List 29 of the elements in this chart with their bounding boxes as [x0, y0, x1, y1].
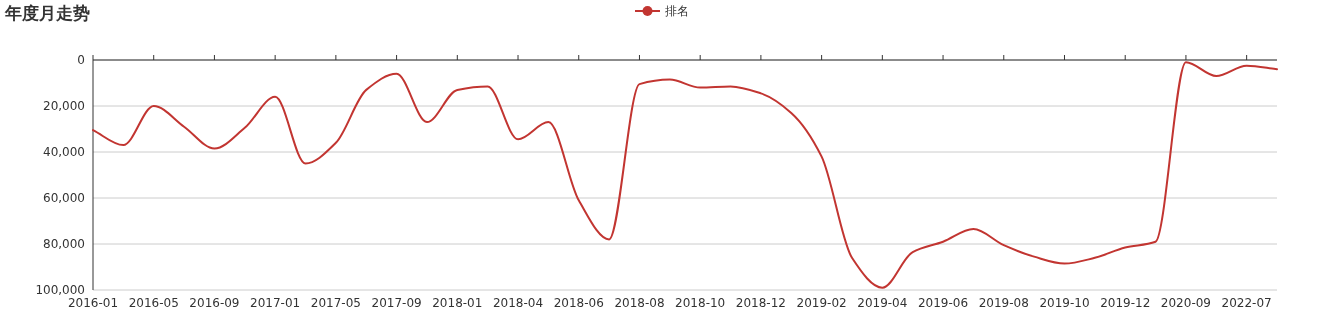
x-tick-label: 2017-01 [250, 296, 301, 310]
x-tick-label: 2018-08 [614, 296, 665, 310]
x-tick-label: 2019-10 [1039, 296, 1090, 310]
y-tick-label: 20,000 [43, 99, 85, 113]
y-tick-label: 80,000 [43, 237, 85, 251]
x-tick-label: 2017-09 [371, 296, 422, 310]
x-tick-label: 2019-02 [796, 296, 847, 310]
x-tick-label: 2019-12 [1100, 296, 1151, 310]
legend-item: 排名 [634, 4, 689, 18]
x-tick-label: 2018-06 [553, 296, 604, 310]
x-tick-label: 2018-10 [675, 296, 726, 310]
chart-title: 年度月走势 [4, 3, 90, 23]
legend-label: 排名 [665, 4, 689, 18]
x-tick-label: 2016-01 [67, 296, 119, 310]
x-tick-label: 2016-09 [189, 296, 240, 310]
x-tick-label: 2016-05 [128, 296, 179, 310]
y-tick-label: 100,000 [35, 283, 85, 297]
x-tick-label: 2018-01 [432, 296, 483, 310]
y-tick-label: 0 [77, 53, 85, 67]
x-tick-label: 2019-06 [917, 296, 969, 310]
y-tick-label: 40,000 [43, 145, 85, 159]
x-tick-label: 2017-05 [310, 296, 361, 310]
x-tick-label: 2019-04 [857, 296, 908, 310]
y-tick-label: 60,000 [43, 191, 85, 205]
x-tick-label: 2018-04 [492, 296, 544, 310]
x-tick-label: 2019-08 [978, 296, 1029, 310]
x-tick-label: 2020-09 [1160, 296, 1211, 310]
x-tick-label: 2018-12 [735, 296, 786, 310]
x-tick-label: 2022-07 [1221, 296, 1272, 310]
